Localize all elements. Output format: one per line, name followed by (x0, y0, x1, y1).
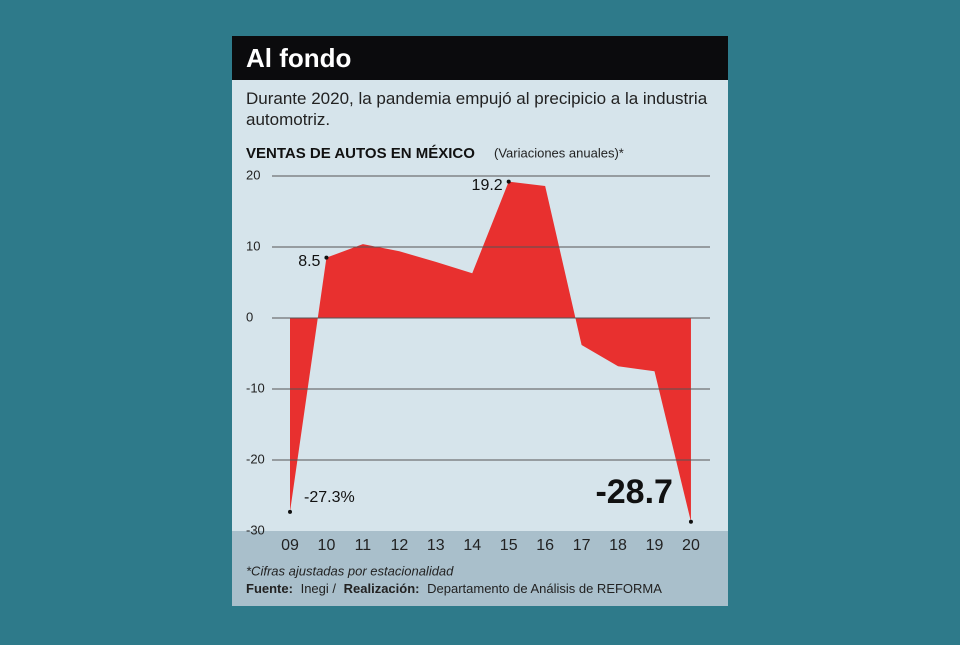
source: Inegi / (301, 581, 337, 596)
value-label: 8.5 (298, 253, 320, 270)
credit-label: Realización: (344, 581, 420, 596)
plot-subtitle: (Variaciones anuales)* (494, 145, 624, 160)
y-tick-label: 10 (246, 238, 260, 253)
point (688, 519, 693, 524)
value-label: -27.3% (304, 489, 355, 506)
subtitle: Durante 2020, la pandemia empujó al prec… (246, 89, 708, 129)
plot-title: VENTAS DE AUTOS EN MÉXICO (246, 145, 475, 162)
y-tick-label: -10 (246, 380, 265, 395)
x-tick-label: 17 (573, 537, 591, 554)
x-tick-label: 19 (646, 537, 664, 554)
credit: Departamento de Análisis de REFORMA (427, 581, 662, 596)
x-tick-label: 20 (682, 537, 700, 554)
x-tick-label: 12 (390, 537, 408, 554)
footnote: *Cifras ajustadas por estacionalidad (246, 563, 454, 578)
area (290, 181, 691, 522)
y-tick-label: -20 (246, 451, 265, 466)
value-label: 19.2 (472, 177, 503, 194)
value-label: -28.7 (595, 473, 673, 511)
x-tick-label: 15 (500, 537, 518, 554)
x-tick-label: 10 (318, 537, 336, 554)
x-tick-label: 18 (609, 537, 627, 554)
point (506, 179, 511, 184)
footer-band (232, 531, 728, 606)
x-tick-label: 09 (281, 537, 299, 554)
source-line: Fuente: Inegi / Realización: Departament… (246, 581, 662, 596)
source-label: Fuente: (246, 581, 293, 596)
x-tick-label: 14 (463, 537, 481, 554)
point (288, 509, 292, 514)
title-bar (232, 36, 728, 80)
y-tick-label: 0 (246, 309, 253, 324)
x-tick-label: 16 (536, 537, 554, 554)
x-tick-label: 13 (427, 537, 445, 554)
point (324, 255, 329, 260)
subtitle-box: Durante 2020, la pandemia empujó al prec… (246, 89, 708, 129)
y-tick-label: -30 (246, 522, 265, 537)
y-tick-label: 20 (246, 167, 260, 182)
x-tick-label: 11 (355, 537, 372, 554)
chart-title: Al fondo (246, 43, 351, 73)
